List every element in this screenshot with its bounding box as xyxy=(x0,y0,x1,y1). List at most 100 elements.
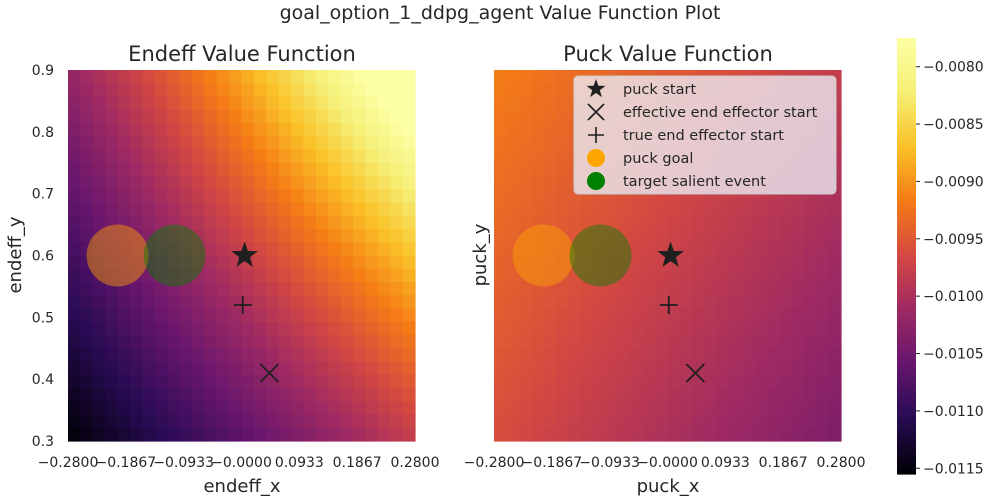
heatmap-cell xyxy=(803,321,817,336)
heatmap-cell xyxy=(766,374,780,389)
heatmap-cell xyxy=(543,229,557,243)
heatmap-cell xyxy=(377,83,391,98)
heatmap-cell xyxy=(191,348,205,363)
heatmap-cell xyxy=(655,348,669,363)
heatmap-cell xyxy=(68,162,81,177)
heatmap-cell xyxy=(129,123,143,137)
heatmap-cell xyxy=(531,123,545,137)
heatmap-cell xyxy=(303,414,317,429)
heatmap-cell xyxy=(204,109,218,124)
heatmap-cell xyxy=(340,83,354,98)
heatmap-cell xyxy=(253,229,267,243)
endeff-x-ticks: −0.2800−0.1867−0.0933−0.0000 0.0933 0.1867… xyxy=(38,455,440,471)
heatmap-cell xyxy=(129,361,143,376)
heatmap-cell xyxy=(142,83,156,98)
heatmap-cell xyxy=(179,374,193,389)
heatmap-cell xyxy=(105,109,119,124)
heatmap-cell xyxy=(303,229,317,243)
heatmap-cell xyxy=(531,96,545,111)
heatmap-cell xyxy=(518,189,532,204)
heatmap-cell xyxy=(667,321,681,336)
colorbar-cell xyxy=(897,437,916,442)
heatmap-cell xyxy=(204,348,218,363)
heatmap-cell xyxy=(754,388,768,402)
heatmap-cell xyxy=(390,189,404,204)
colorbar-cell xyxy=(897,67,916,72)
heatmap-cell xyxy=(68,109,81,124)
heatmap-cell xyxy=(68,96,81,111)
heatmap-cell xyxy=(80,335,94,349)
heatmap-cell xyxy=(353,123,367,137)
heatmap-cell xyxy=(315,282,329,296)
heatmap-cell xyxy=(315,96,329,111)
heatmap-cell xyxy=(766,229,780,243)
heatmap-cell xyxy=(741,374,755,389)
heatmap-cell xyxy=(353,109,367,124)
heatmap-cell xyxy=(241,229,255,243)
heatmap-cell xyxy=(328,229,342,243)
heatmap-cell xyxy=(704,268,718,283)
heatmap-cell xyxy=(692,295,706,310)
heatmap-cell xyxy=(630,268,644,283)
heatmap-cell xyxy=(92,242,106,257)
heatmap-cell xyxy=(704,215,718,230)
heatmap-cell xyxy=(494,374,507,389)
heatmap-cell xyxy=(568,388,582,402)
heatmap-cell xyxy=(667,414,681,429)
heatmap-cell xyxy=(291,348,305,363)
colorbar-cell xyxy=(897,157,916,163)
colorbar-cell xyxy=(897,368,916,373)
colorbar-cell xyxy=(897,103,916,108)
heatmap-cell xyxy=(717,348,731,363)
heatmap-cell xyxy=(506,348,520,363)
colorbar-cell xyxy=(897,463,916,468)
heatmap-cell xyxy=(216,162,230,177)
heatmap-cell xyxy=(593,215,607,230)
heatmap-cell xyxy=(216,176,230,190)
heatmap-cell xyxy=(754,335,768,349)
heatmap-cell xyxy=(679,427,693,442)
heatmap-cell xyxy=(154,149,168,164)
heatmap-cell xyxy=(216,348,230,363)
heatmap-cell xyxy=(179,388,193,402)
heatmap-cell xyxy=(580,321,594,336)
heatmap-cell xyxy=(543,162,557,177)
heatmap-cell xyxy=(402,123,416,137)
heatmap-cell xyxy=(167,268,181,283)
heatmap-cell xyxy=(605,308,619,323)
heatmap-cell xyxy=(704,321,718,336)
endeff-y-ticks: 0.30.40.50.60.70.80.9 xyxy=(32,63,54,450)
heatmap-cell xyxy=(216,215,230,230)
heatmap-cell xyxy=(779,295,793,310)
heatmap-cell xyxy=(216,242,230,257)
heatmap-cell xyxy=(340,176,354,190)
heatmap-cell xyxy=(692,348,706,363)
target-salient-event-marker xyxy=(569,224,632,287)
heatmap-cell xyxy=(655,321,669,336)
heatmap-cell xyxy=(593,427,607,442)
heatmap-cell xyxy=(315,427,329,442)
heatmap-cell xyxy=(803,268,817,283)
heatmap-cell xyxy=(543,176,557,190)
heatmap-cell xyxy=(191,282,205,296)
heatmap-cell xyxy=(531,242,545,257)
heatmap-cell xyxy=(353,335,367,349)
heatmap-cell xyxy=(816,282,830,296)
heatmap-cell xyxy=(117,255,131,270)
heatmap-cell xyxy=(241,96,255,111)
heatmap-cell xyxy=(494,96,507,111)
heatmap-cell xyxy=(766,295,780,310)
heatmap-cell xyxy=(291,136,305,151)
heatmap-cell xyxy=(729,229,743,243)
heatmap-cell xyxy=(68,70,81,84)
heatmap-cell xyxy=(754,427,768,442)
heatmap-cell xyxy=(266,229,280,243)
heatmap-cell xyxy=(315,162,329,177)
heatmap-cell xyxy=(92,308,106,323)
heatmap-cell xyxy=(191,136,205,151)
heatmap-cell xyxy=(105,321,119,336)
heatmap-cell xyxy=(543,427,557,442)
heatmap-cell xyxy=(717,282,731,296)
heatmap-cell xyxy=(253,123,267,137)
